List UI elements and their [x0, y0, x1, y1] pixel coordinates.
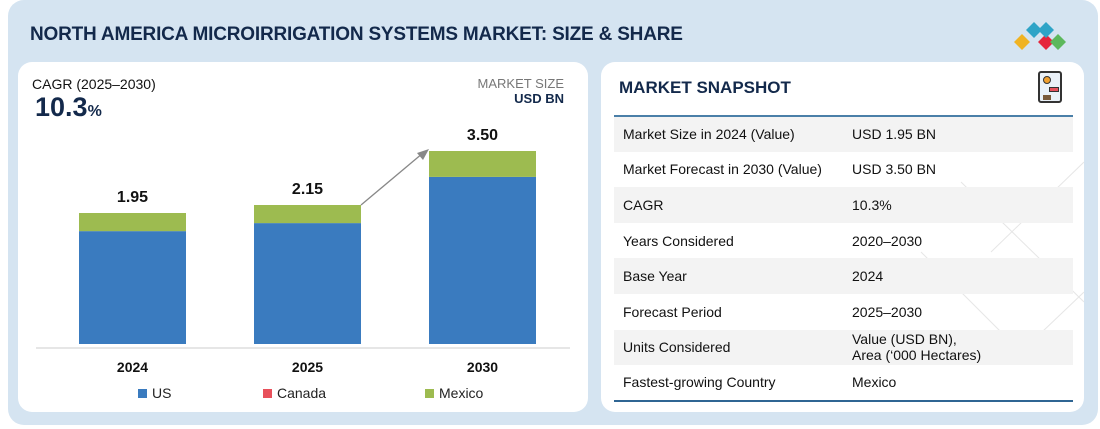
- brand-logo: [1014, 22, 1066, 50]
- row-label: Market Size in 2024 (Value): [614, 116, 843, 152]
- page-title: NORTH AMERICA MICROIRRIGATION SYSTEMS MA…: [30, 24, 683, 45]
- row-value: USD 3.50 BN: [852, 161, 937, 178]
- snapshot-row: Fastest-growing Country Mexico: [614, 365, 1073, 401]
- row-label: Base Year: [614, 258, 843, 294]
- x-tick-2030: 2030: [467, 359, 498, 375]
- row-value: Mexico: [852, 374, 897, 391]
- row-label: Forecast Period: [623, 303, 722, 320]
- cagr-value: 10.3%: [35, 92, 102, 122]
- legend-us: US: [138, 385, 171, 401]
- snapshot-row: Years Considered 2020–2030: [614, 223, 1073, 259]
- row-value: 10.3%: [843, 187, 1073, 223]
- total-label-2030: 3.50: [467, 127, 498, 144]
- cagr-label: CAGR (2025–2030): [32, 76, 156, 92]
- snapshot-row: Forecast Period 2025–2030: [614, 294, 1073, 330]
- row-value: Value (USD BN), Area (‘000 Hectares): [843, 329, 1073, 366]
- snapshot-row: Market Forecast in 2030 (Value) USD 3.50 …: [614, 152, 1073, 188]
- market-size-card: CAGR (2025–2030) 10.3% MARKET SIZE USD BN…: [18, 62, 588, 412]
- market-snapshot-card: MARKET SNAPSHOT Market Size in 2024 (Val…: [601, 62, 1084, 412]
- snapshot-table: Market Size in 2024 (Value) USD 1.95 BN Ma…: [614, 115, 1073, 402]
- legend-swatch: [138, 388, 147, 398]
- snapshot-row: Market Size in 2024 (Value) USD 1.95 BN: [614, 116, 1073, 152]
- row-value: 2024: [843, 258, 1073, 294]
- row-value: 2025–2030: [852, 303, 923, 320]
- legend-swatch: [263, 388, 272, 398]
- row-label: Years Considered: [623, 232, 734, 249]
- bar-us-2025: [254, 223, 361, 344]
- bar-mexico-2025: [254, 205, 361, 224]
- arrow-head-icon: [417, 149, 429, 160]
- bar-mexico-2024: [79, 213, 186, 232]
- market-size-unit: MARKET SIZE USD BN: [477, 76, 564, 106]
- row-label: CAGR: [614, 187, 843, 223]
- bar-us-2030: [429, 176, 536, 344]
- legend-mexico: Mexico: [425, 385, 483, 401]
- row-value: 2020–2030: [852, 232, 923, 249]
- x-tick-2025: 2025: [292, 359, 323, 375]
- row-label: Fastest-growing Country: [623, 374, 776, 391]
- snapshot-row: CAGR 10.3%: [614, 187, 1073, 223]
- bar-mexico-2030: [429, 151, 536, 177]
- row-label: Market Forecast in 2030 (Value): [623, 161, 822, 178]
- legend-canada: Canada: [263, 385, 326, 401]
- report-document-icon: [1038, 71, 1062, 103]
- x-tick-2024: 2024: [117, 359, 148, 375]
- row-label: Units Considered: [614, 329, 843, 366]
- total-label-2025: 2.15: [292, 181, 323, 198]
- legend-swatch: [425, 388, 434, 398]
- growth-arrow: [360, 152, 424, 206]
- snapshot-row: Base Year 2024: [614, 258, 1073, 294]
- total-label-2024: 1.95: [117, 189, 148, 206]
- bar-us-2024: [79, 231, 186, 344]
- snapshot-title: MARKET SNAPSHOT: [619, 78, 791, 97]
- snapshot-row: Units Considered Value (USD BN), Area (‘00…: [614, 329, 1073, 366]
- row-value: USD 1.95 BN: [843, 116, 1073, 152]
- stacked-bar-chart: 1.95 2024 2.15 2025 3.50 2030: [36, 127, 570, 375]
